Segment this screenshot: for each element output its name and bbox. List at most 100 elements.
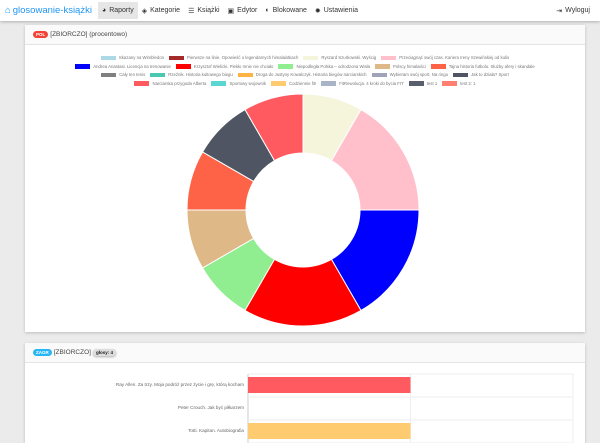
legend-swatch: [371, 72, 387, 77]
legend-swatch: [381, 55, 397, 60]
legend-label: Przeciągnąć swój czas. Kariera Ireny Sze…: [399, 55, 510, 61]
legend-swatch: [408, 81, 424, 86]
nav-label: Książki: [197, 7, 220, 14]
legend-item[interactable]: Droga do Justyny Kowalczyk. Historia bie…: [237, 72, 367, 78]
legend-label: Cały ten tenis: [119, 72, 146, 78]
legend-swatch: [453, 72, 469, 77]
logout-icon: ⇥: [556, 7, 563, 15]
edit-icon: ▣: [227, 7, 235, 15]
pie-slice[interactable]: [244, 93, 304, 162]
legend-item[interactable]: Krzysztof Wielicki. Piekło mnie nie chci…: [175, 63, 274, 70]
legend-item[interactable]: Rzeźnik. Historia kultowego biegu: [150, 72, 233, 78]
legend-label: Jak to działa? Sport: [471, 72, 509, 78]
nav-blokowane[interactable]: ◐ Blokowane: [261, 2, 310, 19]
legend-swatch: [75, 64, 91, 69]
nav-label: Kategorie: [150, 7, 181, 14]
card-title: [ZBIORCZO]: [53, 349, 91, 356]
legend-swatch: [237, 72, 253, 77]
legend-label: Pierwsze na linie. Opowieść o legendarny…: [187, 55, 299, 61]
legend-label: Polscy himalaiści: [393, 63, 426, 69]
legend-label: Droga do Justyny Kowalczyk. Historia bie…: [255, 72, 367, 78]
votes-badge: głosy: 4: [92, 349, 116, 356]
chart-pie-icon: ◕: [101, 7, 107, 14]
nav-kategorie[interactable]: ◈ Kategorie: [138, 2, 184, 19]
legend-label: Rzeźnik. Historia kultowego biegu: [168, 72, 233, 78]
legend-swatch: [375, 64, 391, 69]
bar-card: ZAGR [ZBIORCZO] głosy: 4 Ray Allen. Za t…: [25, 343, 585, 443]
legend-item[interactable]: Wybieram swój sport. Na ringu: [371, 72, 449, 78]
legend-label: FitRewolucja. 4 kroki do bycia FIT: [339, 80, 404, 86]
legend-item[interactable]: Sportowy wojownik: [211, 81, 266, 87]
nav-ksiazki[interactable]: ☰ Książki: [184, 2, 223, 19]
legend-item[interactable]: test 1: [408, 80, 438, 87]
legend-swatch: [169, 55, 185, 60]
nav-raporty[interactable]: ◕ Raporty: [97, 2, 138, 19]
legend-label: Krzysztof Wielicki. Piekło mnie nie chci…: [193, 63, 274, 69]
nav-label: Blokowane: [272, 7, 307, 14]
legend-swatch: [211, 81, 227, 86]
legend-item[interactable]: test 2: 1: [442, 80, 476, 87]
legend-label: Niepodległa Polska – odrodzona Wisła: [296, 63, 371, 69]
brand-link[interactable]: ⌂ glosowanie-książki: [5, 5, 92, 16]
home-icon: ⌂: [5, 5, 11, 16]
brand-text: glosowanie-książki: [12, 5, 92, 16]
legend-swatch: [175, 64, 191, 69]
legend-label: test 1: [426, 80, 438, 86]
legend-swatch: [321, 81, 337, 86]
legend-item[interactable]: FitRewolucja. 4 kroki do bycia FIT: [321, 80, 404, 87]
legend-label: Tajna historia futbolu. Służby afery i s…: [448, 63, 535, 69]
card-header: POL [ZBIORCZO] (procentowo): [25, 25, 585, 45]
list-icon: ☰: [188, 7, 195, 15]
legend-swatch: [271, 81, 286, 86]
nav-label: Edytor: [237, 7, 258, 14]
bar[interactable]: [248, 377, 411, 393]
card-header: ZAGR [ZBIORCZO] głosy: 4: [25, 343, 585, 363]
legend-item[interactable]: Pierwsze na linie. Opowieść o legendarny…: [169, 55, 298, 61]
chart-legend: Skazany na Wimbledon Pierwsze na linie. O…: [35, 55, 575, 86]
gear-icon: ✹: [314, 7, 321, 15]
bar[interactable]: [248, 423, 411, 439]
legend-label: Ryszard Szurkowski. Wyścig: [321, 55, 377, 61]
card-title: [ZBIORCZO] (procentowo): [50, 31, 128, 38]
legend-swatch: [150, 72, 166, 77]
legend-swatch: [101, 72, 117, 77]
category-badge: ZAGR: [33, 349, 52, 356]
legend-item[interactable]: Tajna historia futbolu. Służby afery i s…: [430, 63, 535, 70]
legend-label: test 2: 1: [460, 80, 476, 86]
legend-item[interactable]: Cały ten tenis: [101, 72, 145, 78]
bar-plot: [247, 373, 574, 443]
shield-icon: ◐: [265, 7, 270, 14]
legend-label: Narciarska przygoda Alberta: [152, 80, 207, 86]
legend-item[interactable]: Niepodległa Polska – odrodzona Wisła: [278, 64, 370, 70]
logout-label: Wyloguj: [565, 7, 590, 14]
legend-swatch: [134, 81, 150, 86]
legend-swatch: [278, 64, 294, 69]
legend-item[interactable]: Andrea Anastasi. Licencja na trenowanie: [75, 64, 171, 70]
legend-swatch: [430, 64, 446, 69]
legend-item[interactable]: Ryszard Szurkowski. Wyścig: [303, 55, 376, 61]
navbar: ⌂ glosowanie-książki ◕ Raporty ◈ Kategorie …: [0, 0, 600, 21]
legend-item[interactable]: Przeciągnąć swój czas. Kariera Ireny Sze…: [381, 55, 509, 61]
legend-label: Sportowy wojownik: [229, 80, 266, 86]
nav-ustawienia[interactable]: ✹ Ustawienia: [311, 2, 362, 19]
nav-label: Ustawienia: [323, 7, 358, 14]
nav-edytor[interactable]: ▣ Edytor: [224, 2, 262, 19]
legend-label: Skazany na Wimbledon: [118, 55, 165, 61]
legend-label: Codziennie fit!: [289, 80, 317, 86]
legend-swatch: [442, 81, 458, 86]
donut-chart: [186, 93, 420, 327]
pie-card: POL [ZBIORCZO] (procentowo) Skazany na W…: [25, 25, 585, 332]
layers-icon: ◈: [141, 7, 148, 15]
legend-swatch: [100, 55, 116, 60]
legend-item[interactable]: Polscy himalaiści: [375, 64, 426, 70]
logout-button[interactable]: ⇥ Wyloguj: [552, 2, 594, 19]
legend-label: Wybieram swój sport. Na ringu: [389, 72, 449, 78]
legend-label: Andrea Anastasi. Licencja na trenowanie: [93, 63, 171, 69]
legend-item[interactable]: Narciarska przygoda Alberta: [134, 81, 206, 87]
nav-label: Raporty: [109, 7, 134, 14]
legend-item[interactable]: Codziennie fit!: [271, 81, 316, 87]
legend-item[interactable]: Jak to działa? Sport: [453, 72, 509, 78]
legend-item[interactable]: Skazany na Wimbledon: [100, 55, 165, 61]
bar-category-label: Ray Allen. Za trzy. Moja podróż przez ży…: [115, 382, 244, 387]
legend-swatch: [303, 55, 319, 60]
